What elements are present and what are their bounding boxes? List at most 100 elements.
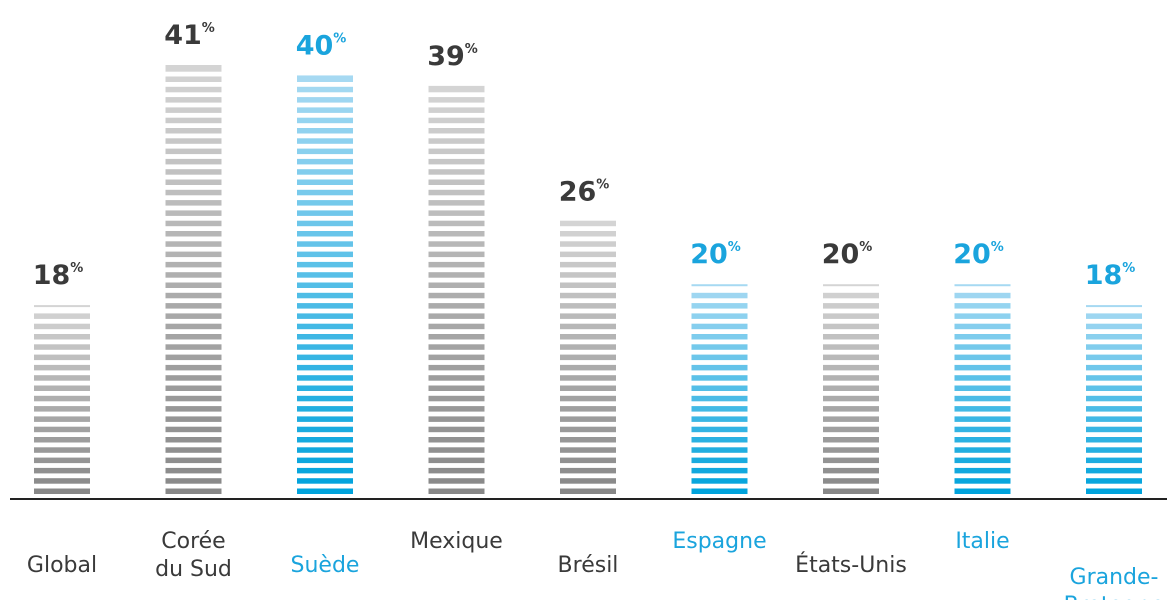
category-label-line: Suède [291, 553, 360, 578]
bar-stripe [297, 210, 353, 216]
category-label: Suède [291, 553, 360, 578]
bar-stripe [165, 231, 222, 237]
bar-stripe [165, 375, 222, 381]
bar-stripe [823, 375, 879, 381]
value-percent: % [70, 261, 83, 276]
bar-stripe [165, 86, 222, 93]
bar-stripe [428, 437, 485, 443]
category-labels-layer: Global Corée du Sud Suède Mexique Brésil Espag… [27, 529, 1164, 600]
bar-cap [297, 75, 353, 78]
bar-stripe [165, 292, 222, 299]
bar-stripe [297, 251, 353, 258]
bar-stripe [297, 148, 353, 155]
bar-stripe [297, 241, 353, 247]
bar-stripe [165, 344, 222, 350]
bar-stripe [954, 385, 1011, 391]
bar-stripe [428, 406, 485, 412]
bar-stripe [297, 437, 353, 443]
bar-stripe [34, 395, 90, 402]
bar-stripe [428, 457, 485, 464]
bar-stripe [34, 375, 90, 381]
category-label-line: Bretagne [1064, 593, 1165, 600]
bar-stripe [428, 200, 485, 206]
bar-stripe [428, 385, 485, 391]
bar-stripe [823, 447, 879, 453]
bar-stripe [297, 117, 353, 124]
bar-stripe [823, 303, 879, 309]
bar-stripe [165, 313, 222, 319]
bar-stripe [954, 313, 1011, 319]
bar-stripe [165, 354, 222, 361]
bar-stripe [428, 231, 485, 237]
bar-cap [1086, 305, 1142, 308]
bar-stripe [165, 426, 222, 433]
bar-stripe [560, 282, 616, 288]
bar-stripe [1086, 313, 1142, 319]
bar-stripe [34, 447, 90, 453]
bar-stripe [428, 354, 485, 361]
value-number: 41 [164, 20, 202, 51]
bar-stripe [165, 457, 222, 464]
bar-stripe [297, 231, 353, 237]
bar-stripe [560, 251, 616, 258]
bar-stripe [297, 313, 353, 319]
bar [954, 284, 1011, 494]
bar-stripe [560, 364, 616, 371]
bar [297, 75, 353, 494]
bar-stripe [1086, 344, 1142, 350]
bar-stripe [34, 467, 90, 474]
bar-stripe [165, 66, 222, 72]
bar [34, 305, 90, 494]
bar-stripe [823, 467, 879, 474]
bar-stripe [1086, 467, 1142, 474]
bar-stripe [560, 406, 616, 412]
bar-stripe [297, 467, 353, 474]
bar-stripe [165, 158, 222, 165]
bar-stripe [428, 117, 485, 124]
bar-stripe [34, 323, 90, 330]
bar-stripe [691, 364, 748, 371]
bar-stripe [560, 395, 616, 402]
bar-stripe [297, 86, 353, 93]
bar-stripe [165, 169, 222, 175]
bar-cap [34, 305, 90, 308]
bar-stripe [954, 426, 1011, 433]
bar-stripe [428, 416, 485, 422]
bar-stripe [823, 437, 879, 443]
bar-stripe [560, 467, 616, 474]
bar-stripe [165, 261, 222, 268]
bar-stripe [428, 261, 485, 268]
category-label-line: Espagne [672, 529, 766, 554]
category-label-line: Global [27, 553, 97, 578]
value-percent: % [1122, 261, 1135, 276]
bar-stripe [1086, 385, 1142, 391]
bar-stripe [691, 416, 748, 422]
bar-stripe [428, 189, 485, 196]
bar-stripe [1086, 416, 1142, 422]
bar-stripe [297, 303, 353, 309]
bar-stripe [428, 86, 485, 93]
bar-stripe [954, 292, 1011, 299]
value-number: 18 [1085, 260, 1123, 291]
bar-stripe [428, 478, 485, 484]
bar-stripe [560, 303, 616, 309]
value-percent: % [202, 21, 215, 36]
bar-stripe [297, 416, 353, 422]
category-label: États-Unis [795, 552, 907, 578]
bar-stripe [34, 457, 90, 464]
value-percent: % [859, 240, 872, 255]
bar-stripe [297, 334, 353, 340]
bar-stripe [428, 334, 485, 340]
bar-stripe [560, 241, 616, 247]
bar-stripe [560, 272, 616, 278]
bar-stripe [297, 128, 353, 134]
bar-stripe [297, 323, 353, 330]
bar-stripe [1086, 406, 1142, 412]
bar-stripe [560, 416, 616, 422]
bar-stripe [165, 406, 222, 412]
bar-stripe [165, 128, 222, 134]
bar-stripe [691, 406, 748, 412]
bar-stripe [1086, 437, 1142, 443]
bar-stripe [823, 354, 879, 361]
bar-stripe [428, 488, 485, 494]
